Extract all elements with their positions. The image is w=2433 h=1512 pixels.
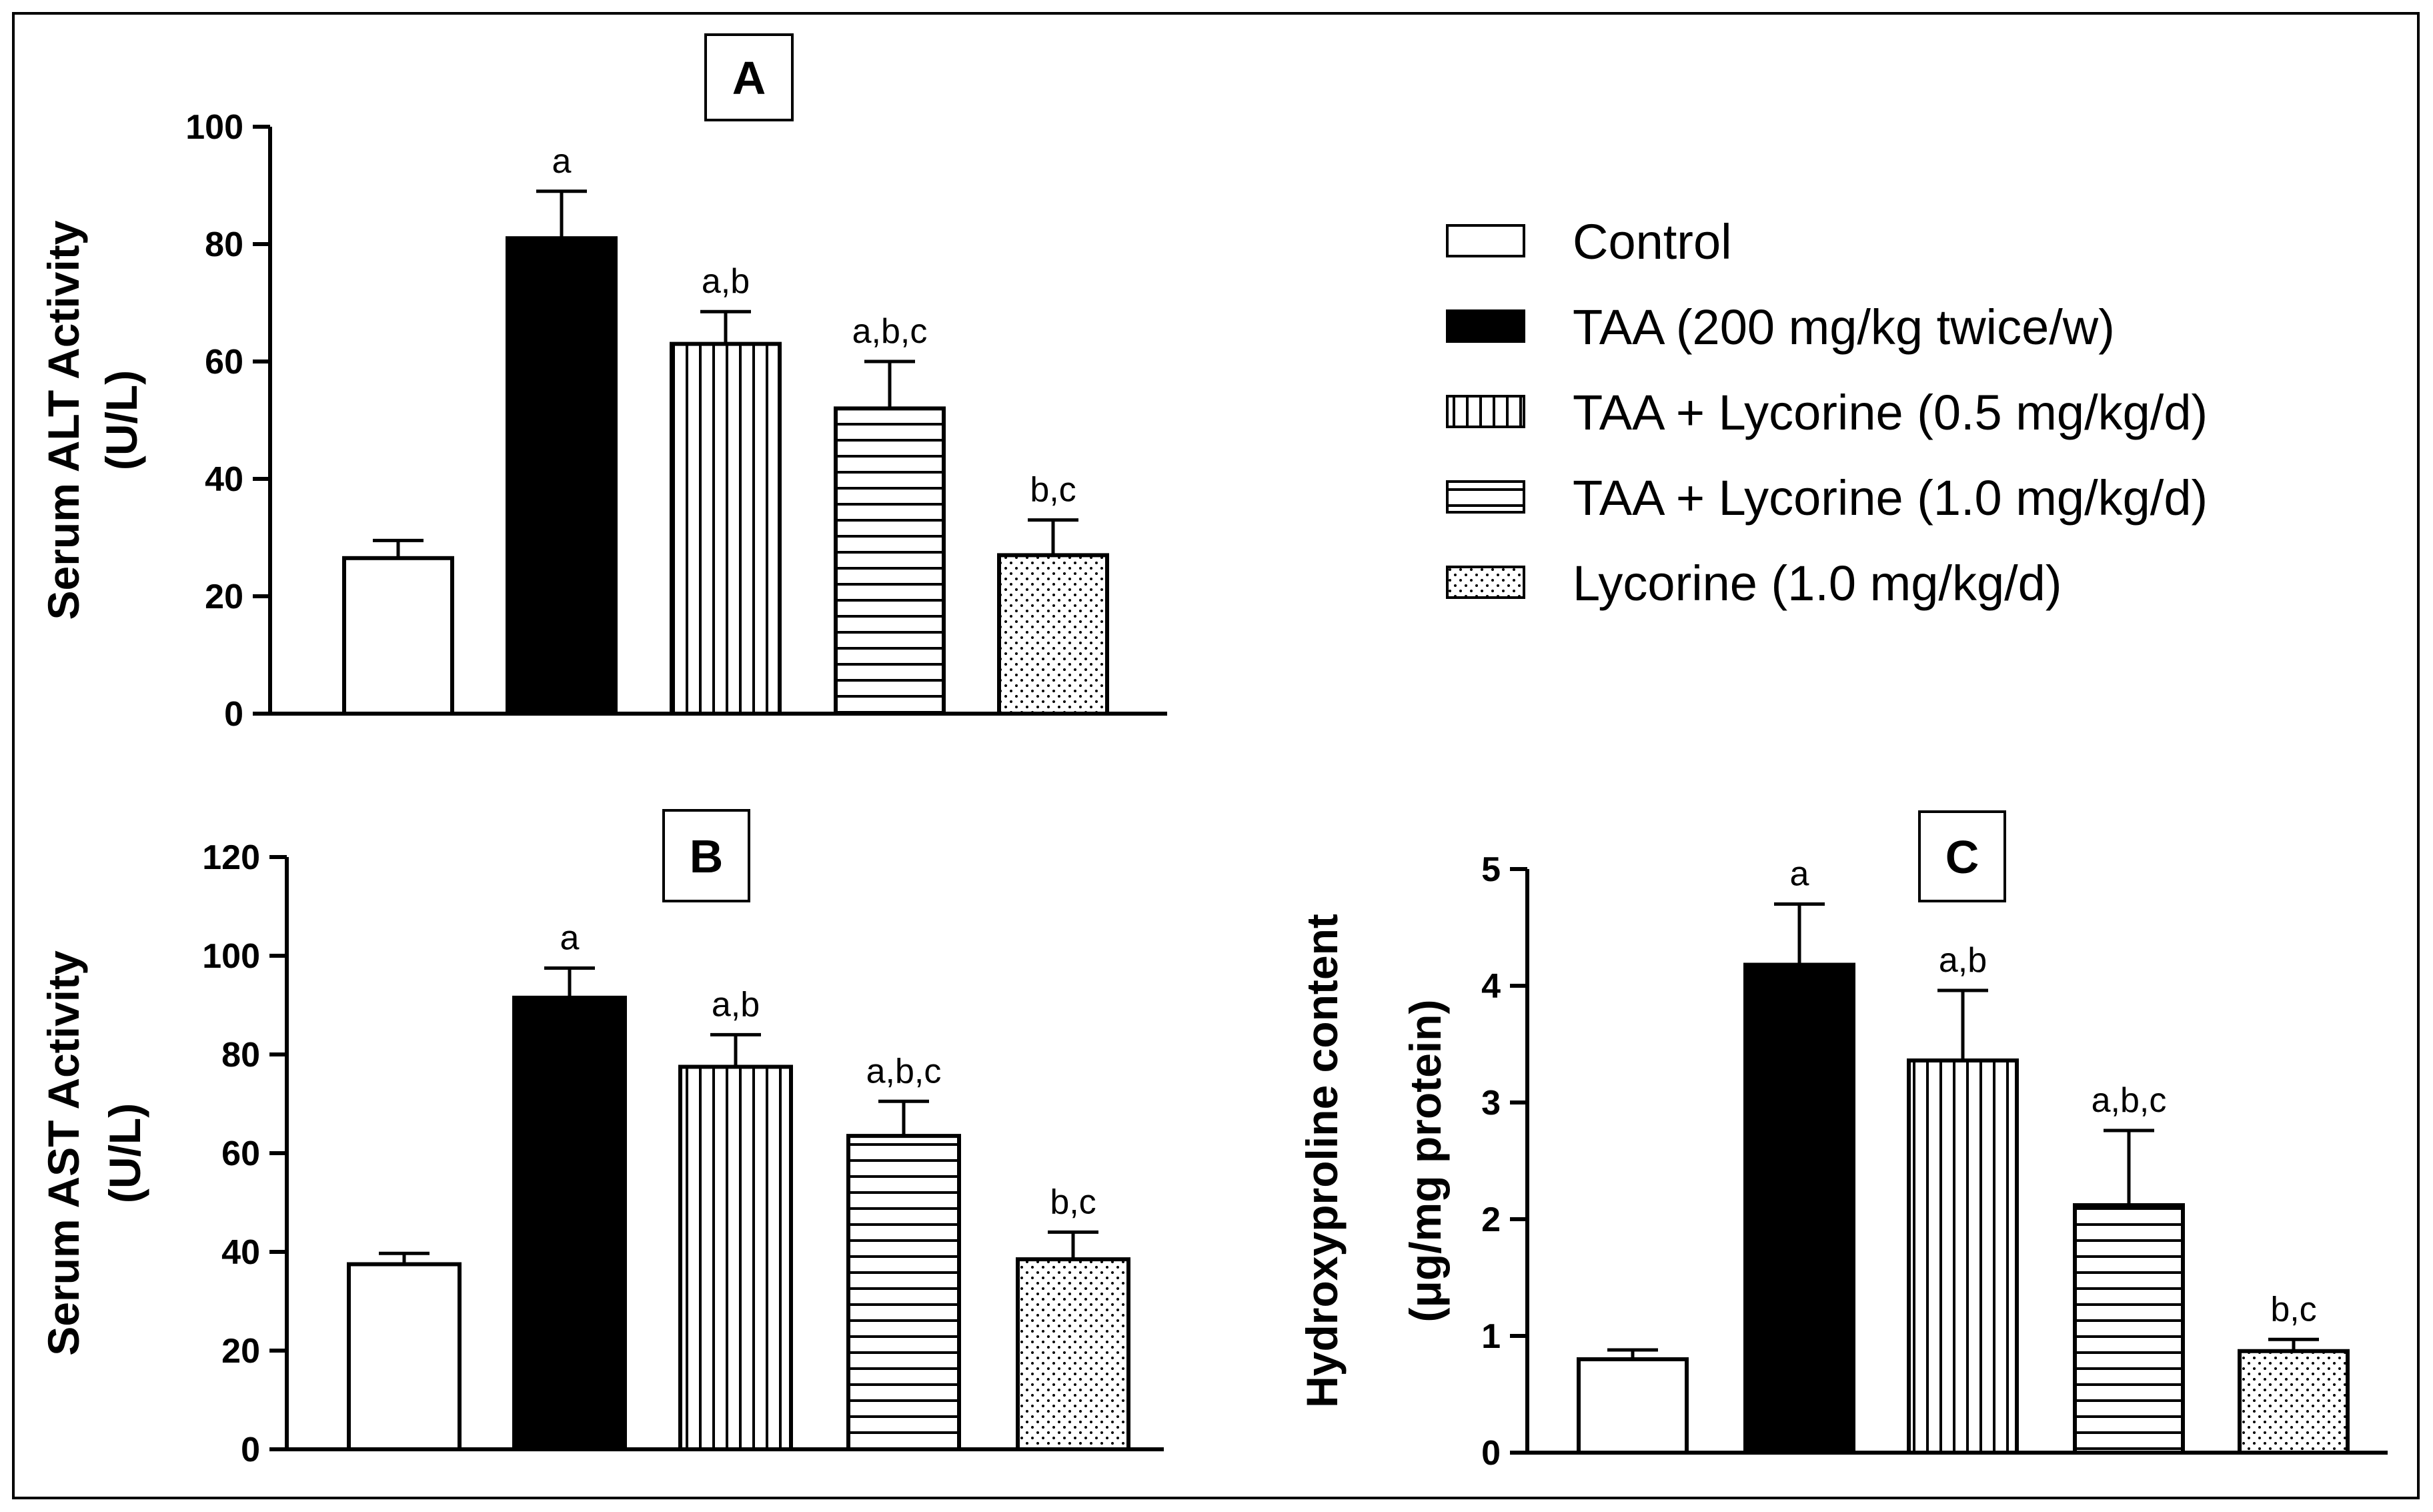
bar-c-0 xyxy=(1577,1357,1689,1455)
legend-swatch-control xyxy=(1446,224,1525,257)
significance-label-a-3: a,b,c xyxy=(852,312,928,351)
legend-label-lycorine: Lycorine (1.0 mg/kg/d) xyxy=(1573,556,2062,611)
panel-label-box-b xyxy=(662,809,750,902)
chart-panel-a: 0 20 40 60 80 100 a a,b a,b,c b,c Serum ALT Activi… xyxy=(39,33,1167,734)
y-tick-label-c-0: 0 xyxy=(1481,1434,1501,1473)
y-tick-label-a-5: 100 xyxy=(185,108,243,147)
y-tick-label-b-3: 60 xyxy=(221,1135,260,1173)
legend-swatch-taa xyxy=(1446,309,1525,343)
y-tick-label-c-1: 1 xyxy=(1481,1317,1501,1356)
significance-label-c-3: a,b,c xyxy=(2092,1081,2167,1120)
y-tick-label-b-5: 100 xyxy=(202,937,260,976)
significance-label-a-4: b,c xyxy=(1030,471,1076,510)
y-tick-label-a-2: 40 xyxy=(205,460,243,499)
y-tick-label-c-5: 5 xyxy=(1481,850,1501,889)
bar-a-0 xyxy=(342,556,454,716)
significance-label-b-2: a,b xyxy=(712,985,760,1024)
bar-c-4 xyxy=(2238,1349,2350,1455)
legend: Control TAA (200 mg/kg twice/w) TAA + Ly… xyxy=(1446,214,2208,611)
bar-b-3 xyxy=(846,1134,961,1451)
y-tick-label-a-4: 80 xyxy=(205,225,243,264)
significance-label-b-1: a xyxy=(560,919,580,958)
legend-label-taa-lycorine-05: TAA + Lycorine (0.5 mg/kg/d) xyxy=(1573,385,2208,440)
y-tick-label-b-1: 20 xyxy=(221,1332,260,1371)
significance-label-b-3: a,b,c xyxy=(866,1052,942,1090)
significance-label-c-1: a xyxy=(1790,855,1809,894)
panel-label-box-a xyxy=(704,33,794,121)
legend-label-taa: TAA (200 mg/kg twice/w) xyxy=(1573,299,2115,355)
y-tick-label-b-4: 80 xyxy=(221,1036,260,1074)
bar-a-1 xyxy=(506,236,618,716)
significance-label-c-2: a,b xyxy=(1939,941,1987,980)
y-tick-label-c-4: 4 xyxy=(1481,967,1501,1006)
bar-a-3 xyxy=(834,406,946,716)
y-tick-label-b-2: 40 xyxy=(221,1233,260,1272)
y-axis-unit-b: (U/L) xyxy=(100,1103,149,1203)
legend-swatch-taa-lycorine-05 xyxy=(1446,395,1525,428)
y-tick-label-b-0: 0 xyxy=(241,1431,260,1469)
bar-b-2 xyxy=(678,1064,793,1451)
bar-b-4 xyxy=(1016,1257,1130,1451)
bar-a-2 xyxy=(670,341,782,716)
bar-c-3 xyxy=(2073,1203,2185,1455)
bar-b-1 xyxy=(512,995,627,1451)
y-axis-title-a: Serum ALT Activity xyxy=(39,220,88,620)
y-tick-label-a-1: 20 xyxy=(205,578,243,616)
y-axis-title-b: Serum AST Activity xyxy=(39,950,88,1356)
y-axis-unit-c: (μg/mg protein) xyxy=(1401,1000,1450,1323)
bar-b-0 xyxy=(347,1262,462,1451)
significance-label-c-4: b,c xyxy=(2270,1290,2316,1329)
bar-c-2 xyxy=(1907,1058,2019,1455)
y-tick-label-b-6: 120 xyxy=(202,838,260,877)
significance-label-a-2: a,b xyxy=(702,262,750,301)
legend-label-taa-lycorine-10: TAA + Lycorine (1.0 mg/kg/d) xyxy=(1573,470,2208,526)
significance-label-b-4: b,c xyxy=(1050,1183,1096,1221)
significance-label-a-1: a xyxy=(552,142,572,181)
chart-panel-b: 0 20 40 60 80 100 120 a a,b a,b,c b,c Serum AST Act… xyxy=(39,809,1164,1469)
y-tick-label-c-3: 3 xyxy=(1481,1084,1501,1122)
legend-swatch-lycorine xyxy=(1446,566,1525,599)
panel-label-c: C xyxy=(1945,831,1979,883)
y-axis-unit-a: (U/L) xyxy=(97,370,146,470)
bar-a-4 xyxy=(997,553,1109,716)
legend-swatch-taa-lycorine-10 xyxy=(1446,480,1525,514)
y-axis-title-c: Hydroxyproline content xyxy=(1297,914,1347,1408)
y-tick-label-a-0: 0 xyxy=(224,695,243,734)
panel-label-box-c xyxy=(1918,810,2006,902)
legend-label-control: Control xyxy=(1573,214,1732,269)
chart-panel-c: 0 1 2 3 4 5 a a,b a,b,c b,c Hydroxyproline content… xyxy=(1297,810,2388,1473)
y-tick-label-c-2: 2 xyxy=(1481,1201,1501,1239)
panel-label-b: B xyxy=(690,830,724,882)
y-tick-label-a-3: 60 xyxy=(205,343,243,382)
bar-c-1 xyxy=(1743,962,1855,1455)
outer-border xyxy=(12,12,2420,1499)
panel-label-a: A xyxy=(732,52,766,104)
